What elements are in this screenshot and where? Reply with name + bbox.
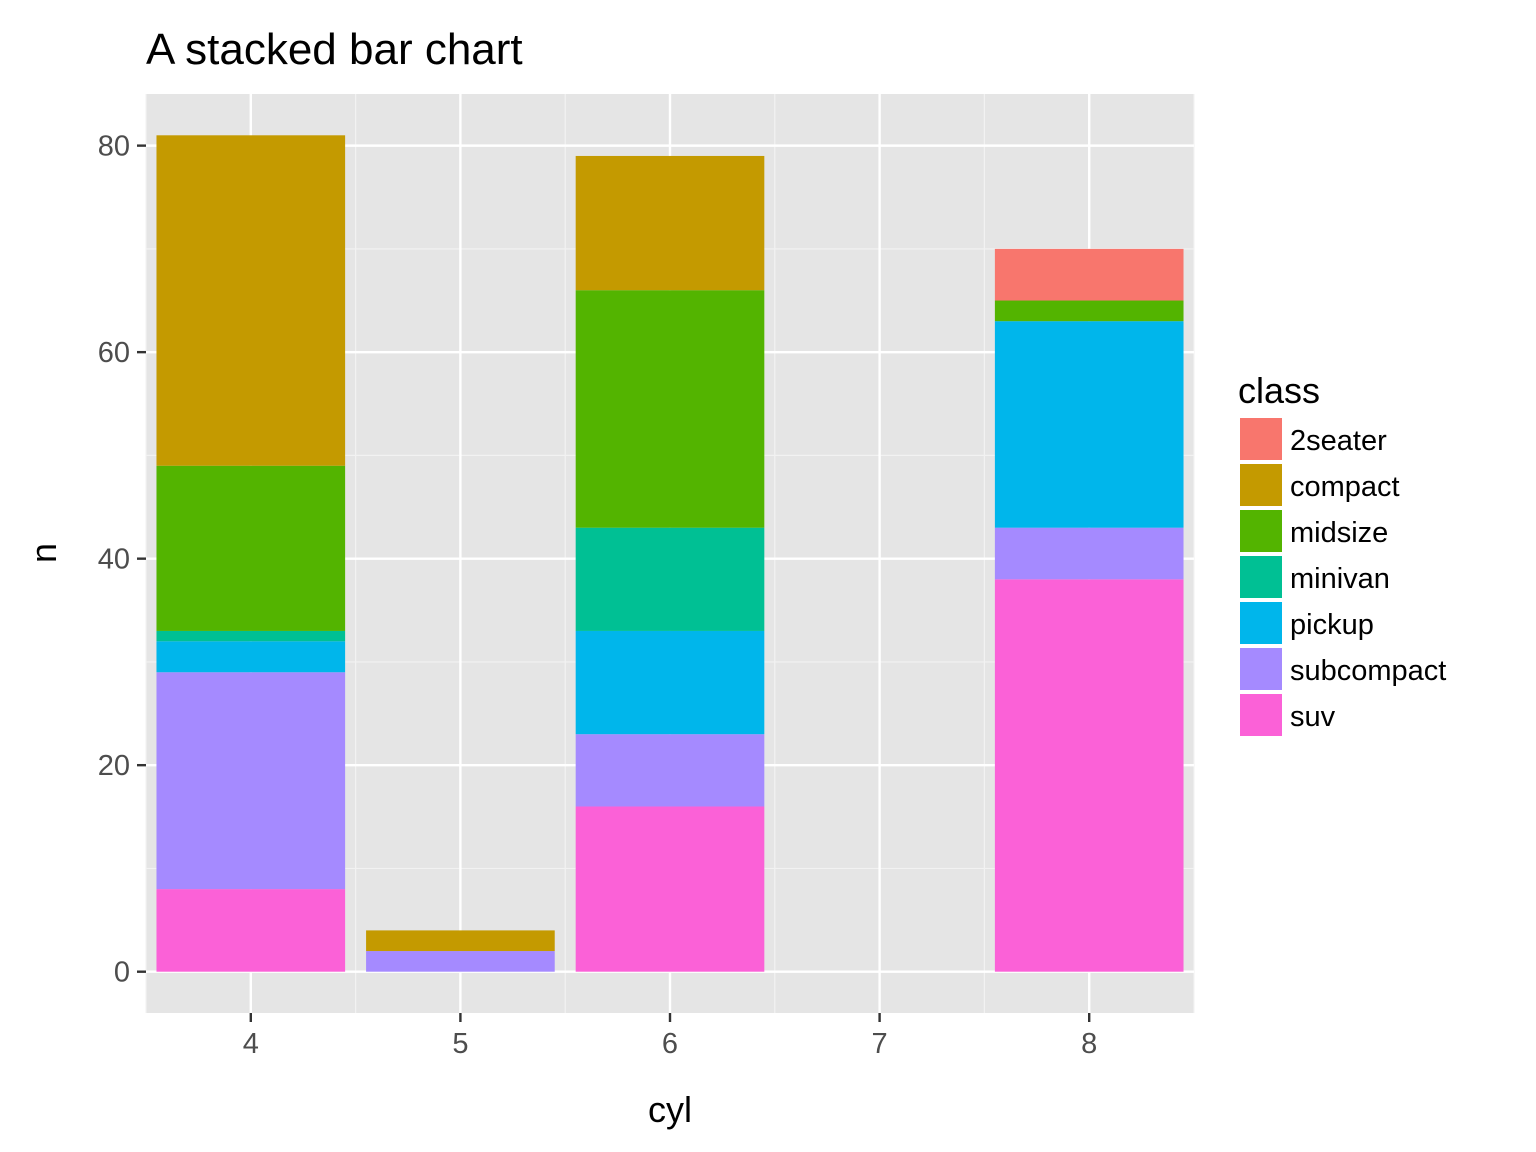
- x-tick-label: 7: [872, 1028, 888, 1060]
- bar-segment-compact-cyl-6: [575, 155, 765, 291]
- y-tick-label: 60: [98, 337, 130, 369]
- bar-segment-pickup-cyl-4: [156, 641, 346, 673]
- legend-label-midsize: midsize: [1290, 517, 1388, 549]
- legend-label-minivan: minivan: [1290, 563, 1390, 595]
- chart-title: A stacked bar chart: [146, 25, 523, 74]
- bar-segment-2seater-cyl-8: [994, 248, 1184, 301]
- y-tick-label: 20: [98, 750, 130, 782]
- legend-label-pickup: pickup: [1290, 609, 1374, 641]
- y-tick-label: 0: [114, 957, 130, 989]
- bar-segment-midsize-cyl-6: [575, 290, 765, 528]
- legend-key-suv: [1240, 694, 1282, 736]
- bar-segment-pickup-cyl-8: [994, 321, 1184, 528]
- bars: [156, 135, 1184, 972]
- x-axis: 4 5 6 7 8: [243, 1013, 1097, 1060]
- x-tick-label: 6: [662, 1028, 678, 1060]
- bar-segment-midsize-cyl-8: [994, 300, 1184, 322]
- bar-segment-suv-cyl-4: [156, 889, 346, 972]
- bar-segment-compact-cyl-4: [156, 135, 346, 466]
- bar-segment-midsize-cyl-4: [156, 465, 346, 631]
- bar-segment-minivan-cyl-4: [156, 630, 346, 642]
- legend-key-compact: [1240, 464, 1282, 506]
- bar-segment-subcompact-cyl-8: [994, 527, 1184, 580]
- legend-label-subcompact: subcompact: [1290, 655, 1446, 687]
- x-axis-title: cyl: [648, 1089, 692, 1130]
- bar-segment-minivan-cyl-6: [575, 527, 765, 631]
- x-tick-label: 4: [243, 1028, 259, 1060]
- y-axis-title: n: [23, 543, 64, 563]
- legend-label-2seater: 2seater: [1290, 425, 1387, 457]
- legend-label-compact: compact: [1290, 471, 1400, 503]
- y-tick-label: 80: [98, 131, 130, 163]
- bar-segment-compact-cyl-5: [366, 930, 555, 952]
- x-tick-label: 8: [1081, 1028, 1097, 1060]
- bar-segment-subcompact-cyl-5: [366, 951, 555, 972]
- legend: class 2seater compact midsize minivan pickup…: [1238, 370, 1446, 736]
- legend-key-2seater: [1240, 418, 1282, 460]
- y-tick-label: 40: [98, 544, 130, 576]
- bar-segment-subcompact-cyl-4: [156, 672, 346, 890]
- bar-segment-pickup-cyl-6: [575, 630, 765, 735]
- legend-key-minivan: [1240, 556, 1282, 598]
- legend-title: class: [1238, 370, 1320, 411]
- bar-segment-suv-cyl-6: [575, 806, 765, 972]
- legend-key-pickup: [1240, 602, 1282, 644]
- bar-segment-suv-cyl-8: [994, 579, 1184, 972]
- x-tick-label: 5: [452, 1028, 468, 1060]
- legend-items: 2seater compact midsize minivan pickup subcom…: [1240, 418, 1446, 736]
- y-axis: 0 20 40 60 80: [98, 131, 146, 989]
- legend-key-subcompact: [1240, 648, 1282, 690]
- legend-key-midsize: [1240, 510, 1282, 552]
- legend-label-suv: suv: [1290, 701, 1336, 733]
- bar-segment-subcompact-cyl-6: [575, 734, 765, 807]
